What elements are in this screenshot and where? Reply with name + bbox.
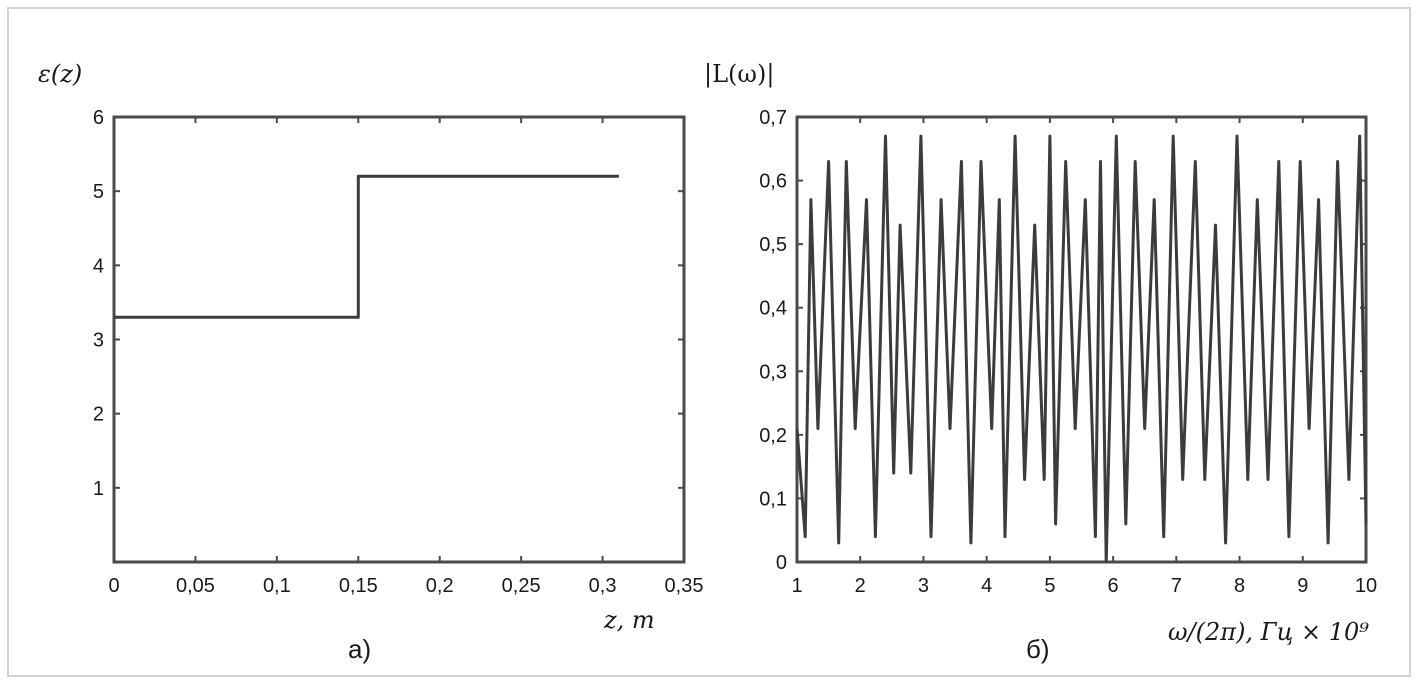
panel-b-ylabel: |L(ω)|	[704, 60, 774, 89]
x-tick-label: 2	[855, 575, 866, 597]
y-tick-label: 0,3	[759, 361, 787, 383]
y-tick-label: 0,4	[759, 298, 787, 320]
x-tick-label: 0,35	[665, 575, 704, 597]
x-tick-label: 7	[1171, 575, 1182, 597]
x-tick-label: 3	[918, 575, 929, 597]
x-tick-label: 4	[981, 575, 992, 597]
y-tick-label: 0,7	[759, 107, 787, 129]
x-tick-label: 0	[108, 575, 119, 597]
y-tick-label: 0	[776, 552, 787, 574]
y-tick-label: 4	[93, 255, 104, 277]
x-tick-label: 10	[1355, 575, 1377, 597]
x-tick-label: 0,25	[502, 575, 541, 597]
y-tick-label: 0,2	[759, 425, 787, 447]
panel-b-label: б)	[1026, 634, 1050, 664]
x-tick-label: 5	[1044, 575, 1055, 597]
y-tick-label: 0,6	[759, 171, 787, 193]
x-tick-label: 9	[1297, 575, 1308, 597]
x-tick-label: 0,2	[426, 575, 454, 597]
x-tick-label: 0,05	[176, 575, 215, 597]
y-tick-label: 6	[93, 107, 104, 129]
x-tick-label: 6	[1108, 575, 1119, 597]
series-line	[114, 174, 619, 319]
plot-frame	[795, 115, 1368, 564]
x-tick-label: 8	[1234, 575, 1245, 597]
x-tick-label: 0,3	[589, 575, 617, 597]
y-tick-label: 1	[93, 478, 104, 500]
panel-b-xlabel: ω/(2π), Гц × 10⁹	[1168, 618, 1369, 646]
x-tick-label: 1	[791, 575, 802, 597]
y-tick-label: 0,5	[759, 234, 787, 256]
y-tick-label: 0,1	[759, 488, 787, 510]
x-tick-label: 0,1	[263, 575, 291, 597]
series-line	[795, 134, 1368, 564]
panel-a-ylabel: ε(z)	[38, 60, 82, 88]
panel-b-plot-area: 1 2 3 4 5 6 7 8 9 10 0 0,1 0,2 0,3 0,4 0,5 0,6 0,7	[759, 107, 1377, 597]
y-tick-label: 2	[93, 404, 104, 426]
y-tick-label: 5	[93, 181, 104, 203]
x-tick-label: 0,15	[339, 575, 378, 597]
panel-a-xlabel: z, m	[603, 606, 655, 634]
y-tick-label: 3	[93, 330, 104, 352]
panel-a-label: а)	[348, 634, 371, 664]
panel-a-plot-area: 0 0,05 0,1 0,15 0,2 0,25 0,3 0,35 1 2 3 4 5 6	[93, 107, 704, 597]
panel-b: |L(ω)| 1 2 3 4 5 6 7 8 9 10 0 0,1 0,2 0,3 0,4 0,5 0,6 0,7…	[704, 60, 1377, 664]
panel-a: ε(z) 0 0,05 0,1 0,15 0,2 0,25 0,3 0,35 1 2 3 4 5 6 z,…	[38, 60, 703, 664]
